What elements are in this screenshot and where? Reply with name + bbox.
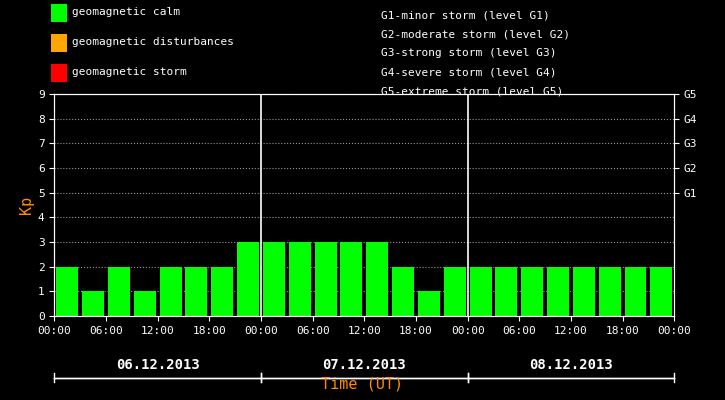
Bar [444,267,465,316]
Bar [495,267,518,316]
Bar [470,267,492,316]
Text: G2-moderate storm (level G2): G2-moderate storm (level G2) [381,29,570,39]
Bar [366,242,388,316]
Bar [573,267,594,316]
Bar [315,242,336,316]
Text: Time (UT): Time (UT) [321,376,404,391]
Bar [521,267,543,316]
Bar [57,267,78,316]
Bar [624,267,647,316]
Text: 08.12.2013: 08.12.2013 [529,358,613,372]
Bar [108,267,130,316]
Text: geomagnetic storm: geomagnetic storm [72,67,187,77]
Bar [599,267,621,316]
Bar [237,242,259,316]
Bar [263,242,285,316]
Bar [211,267,233,316]
Text: G5-extreme storm (level G5): G5-extreme storm (level G5) [381,87,563,97]
Bar [134,291,156,316]
Bar [341,242,362,316]
Bar [547,267,569,316]
Bar [186,267,207,316]
Text: 06.12.2013: 06.12.2013 [116,358,199,372]
Bar [289,242,311,316]
Bar [418,291,440,316]
Bar [392,267,414,316]
Text: geomagnetic calm: geomagnetic calm [72,7,181,17]
Text: G4-severe storm (level G4): G4-severe storm (level G4) [381,68,556,78]
Text: G3-strong storm (level G3): G3-strong storm (level G3) [381,48,556,58]
Bar [160,267,181,316]
Text: geomagnetic disturbances: geomagnetic disturbances [72,37,234,47]
Bar [650,267,672,316]
Y-axis label: Kp: Kp [19,196,34,214]
Text: G1-minor storm (level G1): G1-minor storm (level G1) [381,10,550,20]
Bar [82,291,104,316]
Text: 07.12.2013: 07.12.2013 [323,358,406,372]
